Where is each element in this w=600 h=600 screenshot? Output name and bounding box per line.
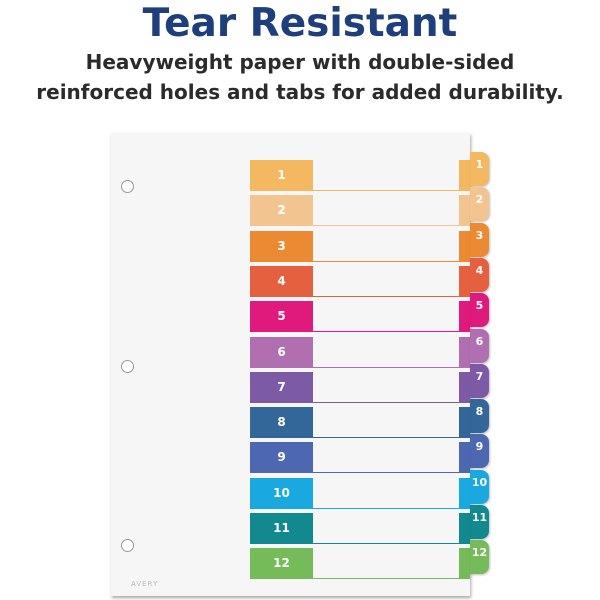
divider-stub xyxy=(459,230,470,261)
divider-label: 5 xyxy=(250,301,313,332)
divider-row: 10 xyxy=(250,477,470,509)
divider-stub xyxy=(459,371,470,402)
divider-tab[interactable]: 10 xyxy=(470,469,489,504)
divider-tab[interactable]: 9 xyxy=(470,434,489,469)
divider-row: 2 xyxy=(250,195,470,227)
divider-row: 12 xyxy=(250,548,470,580)
divider-stub xyxy=(459,160,470,190)
punch-hole xyxy=(121,360,134,373)
divider-stub xyxy=(459,513,470,543)
divider-label: 12 xyxy=(250,548,313,579)
divider-label: 4 xyxy=(250,265,313,296)
divider-tab[interactable]: 11 xyxy=(470,505,489,539)
divider-row: 9 xyxy=(250,442,470,474)
divider-label: 7 xyxy=(250,371,313,402)
divider-stub xyxy=(459,548,470,579)
divider-row: 8 xyxy=(250,407,470,439)
divider-tab[interactable]: 3 xyxy=(470,222,489,257)
divider-row: 1 xyxy=(250,160,470,191)
punch-hole xyxy=(121,539,134,552)
divider-page: 1 2 3 4 5 6 7 8 9 10 11 12 AVERY xyxy=(111,133,470,596)
divider-row: 7 xyxy=(250,371,470,403)
subtitle-line-2: reinforced holes and tabs for added dura… xyxy=(36,80,564,104)
divider-stub xyxy=(459,195,470,226)
divider-tab[interactable]: 8 xyxy=(470,399,489,434)
divider-label: 10 xyxy=(250,477,313,508)
divider-row: 3 xyxy=(250,230,470,262)
divider-tab[interactable]: 1 xyxy=(470,152,489,186)
divider-label: 9 xyxy=(250,442,313,473)
divider-label: 11 xyxy=(250,513,313,543)
divider-label: 1 xyxy=(250,160,313,190)
divider-row: 6 xyxy=(250,336,470,368)
divider-label: 6 xyxy=(250,336,313,367)
punch-hole xyxy=(121,180,134,193)
divider-tab[interactable]: 5 xyxy=(470,293,489,328)
divider-tab[interactable]: 2 xyxy=(470,187,489,222)
divider-stub xyxy=(459,442,470,473)
headline: Tear Resistant xyxy=(142,1,458,46)
divider-tab[interactable]: 12 xyxy=(470,540,489,575)
divider-tab[interactable]: 4 xyxy=(470,257,489,292)
divider-tab[interactable]: 6 xyxy=(470,328,489,363)
divider-stub xyxy=(459,477,470,508)
divider-label: 8 xyxy=(250,407,313,438)
divider-stub xyxy=(459,407,470,438)
divider-row: 5 xyxy=(250,301,470,333)
divider-label: 2 xyxy=(250,195,313,226)
divider-stub xyxy=(459,336,470,367)
divider-tab[interactable]: 7 xyxy=(470,363,489,398)
divider-row: 11 xyxy=(250,513,470,544)
avery-logo: AVERY xyxy=(131,580,159,588)
divider-stub xyxy=(459,265,470,296)
divider-stub xyxy=(459,301,470,332)
divider-label: 3 xyxy=(250,230,313,261)
divider-row: 4 xyxy=(250,265,470,297)
subtitle-line-1: Heavyweight paper with double-sided xyxy=(85,50,515,74)
